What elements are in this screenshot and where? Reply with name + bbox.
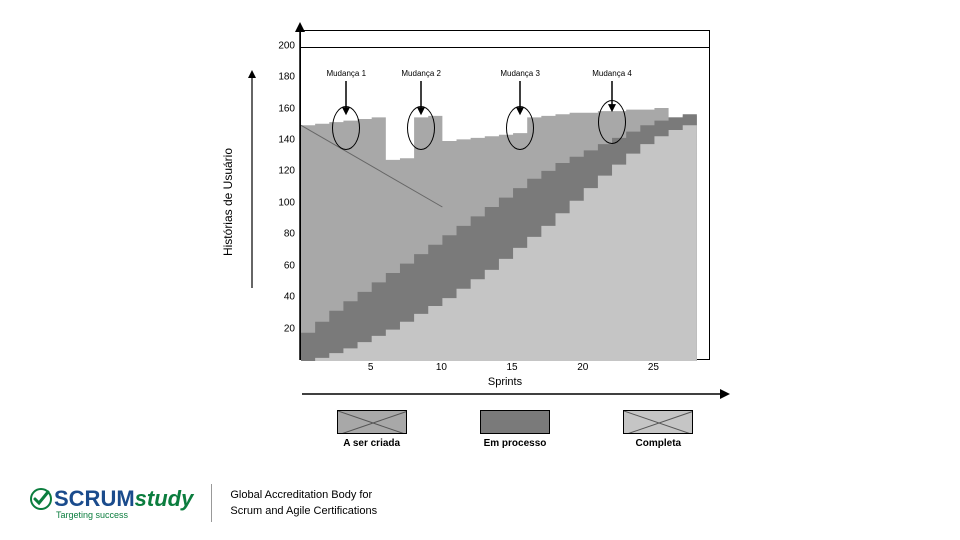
annotation-ellipse (506, 106, 534, 150)
y-tick-label: 40 (265, 292, 295, 303)
logo-tagline: Targeting success (56, 510, 193, 520)
reference-line (301, 47, 709, 48)
annotation-ellipse (332, 106, 360, 150)
y-tick-label: 140 (265, 135, 295, 146)
annotation-label: Mudança 2 (391, 69, 451, 78)
burnup-chart: Histórias de Usuário 2040608010012014016… (240, 30, 740, 460)
logo-text-study: study (135, 486, 194, 512)
y-tick-label: 180 (265, 72, 295, 83)
checkmark-icon (30, 488, 52, 510)
y-axis-label: Histórias de Usuário (221, 148, 235, 256)
footer-line-2: Scrum and Agile Certifications (230, 503, 377, 520)
y-axis-ticks: 20 40 60 80 100 120 140 160 180 200 (265, 30, 295, 360)
annotation-label: Mudança 4 (582, 69, 642, 78)
divider (211, 484, 212, 522)
plot-area: Mudança 1 Mudança 2 Mudança 3 Mudança 4 (300, 30, 710, 360)
y-label-arrow-icon (246, 70, 258, 295)
scrumstudy-logo: SCRUMstudy Targeting success (30, 486, 193, 520)
legend-label: A ser criada (343, 438, 400, 449)
y-tick-label: 80 (265, 229, 295, 240)
legend-label: Completa (636, 438, 682, 449)
footer-text: Global Accreditation Body for Scrum and … (230, 487, 377, 520)
x-tick-label: 10 (436, 362, 447, 373)
legend-item: Em processo (480, 410, 550, 460)
legend-swatch (480, 410, 550, 434)
legend: A ser criada Em processo Completa (300, 410, 730, 460)
x-tick-label: 25 (648, 362, 659, 373)
legend-item: Completa (623, 410, 693, 460)
legend-label: Em processo (484, 438, 547, 449)
chart-svg (301, 31, 711, 361)
footer: SCRUMstudy Targeting success Global Accr… (30, 484, 377, 522)
y-tick-label: 20 (265, 323, 295, 334)
x-tick-label: 15 (507, 362, 518, 373)
legend-item: A ser criada (337, 410, 407, 460)
y-tick-label: 60 (265, 260, 295, 271)
y-tick-label: 100 (265, 197, 295, 208)
annotation-label: Mudança 1 (316, 69, 376, 78)
annotation-label: Mudança 3 (490, 69, 550, 78)
x-axis-arrow-icon (300, 385, 720, 408)
footer-line-1: Global Accreditation Body for (230, 487, 377, 504)
legend-swatch (623, 410, 693, 434)
annotation-ellipse (407, 106, 435, 150)
x-tick-label: 20 (577, 362, 588, 373)
y-tick-label: 200 (265, 40, 295, 51)
legend-swatch (337, 410, 407, 434)
annotation-ellipse (598, 100, 626, 144)
x-tick-label: 5 (368, 362, 374, 373)
y-tick-label: 120 (265, 166, 295, 177)
y-tick-label: 160 (265, 103, 295, 114)
logo-text-scrum: SCRUM (54, 486, 135, 512)
